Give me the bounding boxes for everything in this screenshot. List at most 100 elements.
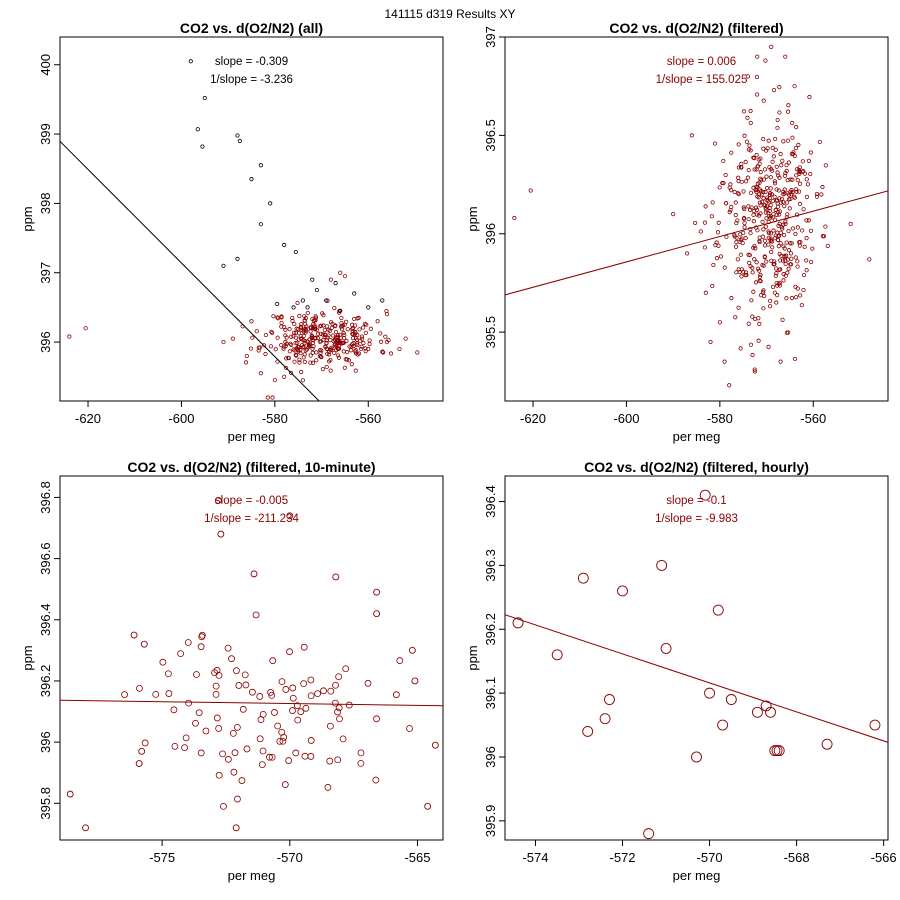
data-point bbox=[736, 175, 741, 180]
x-axis-label: per meg bbox=[228, 429, 276, 444]
data-point bbox=[745, 115, 750, 120]
data-point bbox=[215, 671, 223, 679]
chart-panel-4: CO2 vs. d(O2/N2) (filtered, hourly) -574 -… bbox=[465, 459, 897, 883]
data-point bbox=[604, 694, 615, 705]
data-point bbox=[767, 165, 772, 170]
data-point bbox=[268, 753, 276, 761]
data-point bbox=[755, 228, 760, 233]
data-point bbox=[335, 704, 343, 712]
data-point bbox=[643, 828, 655, 840]
data-point bbox=[762, 203, 768, 208]
data-point bbox=[698, 229, 703, 234]
data-point bbox=[745, 74, 750, 79]
data-point bbox=[817, 139, 822, 145]
data-point bbox=[312, 317, 317, 322]
data-point bbox=[768, 175, 773, 180]
data-point bbox=[67, 334, 72, 339]
data-point bbox=[275, 301, 280, 307]
data-point bbox=[750, 270, 755, 275]
data-point bbox=[334, 336, 339, 341]
plot-frame bbox=[59, 36, 444, 402]
data-point bbox=[722, 265, 727, 270]
data-point bbox=[819, 192, 824, 197]
data-point bbox=[800, 159, 805, 164]
data-point bbox=[761, 288, 766, 293]
data-point bbox=[300, 643, 308, 651]
y-tick-label: 397 bbox=[38, 262, 53, 284]
data-point bbox=[159, 658, 167, 666]
data-point bbox=[380, 349, 385, 354]
data-point bbox=[298, 324, 304, 329]
data-point bbox=[310, 338, 316, 343]
data-point bbox=[704, 687, 716, 699]
data-point bbox=[342, 665, 350, 673]
data-point bbox=[777, 85, 782, 90]
data-point bbox=[300, 345, 306, 350]
data-point bbox=[715, 230, 721, 235]
data-point bbox=[714, 256, 719, 261]
data-point bbox=[232, 824, 240, 832]
data-point bbox=[754, 207, 760, 212]
data-point bbox=[792, 356, 798, 362]
data-point bbox=[301, 752, 309, 760]
data-point bbox=[342, 365, 347, 370]
data-point bbox=[743, 179, 749, 184]
data-point bbox=[403, 336, 408, 341]
data-point bbox=[796, 142, 801, 147]
data-point bbox=[512, 617, 524, 629]
data-point bbox=[820, 184, 825, 190]
data-point bbox=[773, 273, 778, 278]
data-point bbox=[777, 280, 782, 285]
data-point bbox=[326, 359, 332, 364]
data-point bbox=[795, 264, 800, 269]
data-point bbox=[324, 298, 329, 303]
data-point bbox=[736, 165, 741, 170]
data-point bbox=[709, 214, 715, 219]
data-point bbox=[790, 190, 795, 195]
data-point bbox=[307, 737, 315, 744]
data-point bbox=[792, 194, 797, 199]
data-point bbox=[286, 648, 293, 656]
data-point bbox=[820, 234, 825, 239]
data-point bbox=[716, 220, 721, 225]
data-point bbox=[318, 347, 323, 353]
data-point bbox=[177, 650, 185, 658]
data-point bbox=[786, 160, 792, 165]
data-point bbox=[300, 298, 305, 303]
data-point bbox=[712, 141, 718, 146]
data-point bbox=[314, 358, 319, 363]
data-point bbox=[283, 365, 289, 371]
data-point bbox=[762, 255, 767, 260]
x-axis-label: per meg bbox=[673, 868, 721, 883]
data-point bbox=[789, 295, 795, 301]
data-point bbox=[795, 259, 800, 264]
data-point bbox=[761, 290, 766, 295]
x-tick-label: -620 bbox=[520, 411, 546, 426]
data-point bbox=[326, 352, 332, 357]
data-point bbox=[757, 180, 762, 185]
data-point bbox=[777, 175, 782, 180]
data-point bbox=[751, 212, 756, 218]
data-point bbox=[271, 709, 278, 716]
x-tick-label: -620 bbox=[75, 411, 101, 426]
data-point bbox=[784, 215, 789, 220]
data-point bbox=[353, 348, 358, 353]
data-point bbox=[762, 167, 768, 172]
data-point bbox=[733, 244, 739, 249]
data-point bbox=[762, 238, 768, 243]
data-point bbox=[332, 350, 337, 356]
data-point bbox=[746, 167, 751, 173]
data-point bbox=[336, 355, 342, 360]
data-point bbox=[242, 681, 250, 689]
x-tick-label: -580 bbox=[262, 411, 288, 426]
data-point bbox=[359, 336, 365, 341]
data-point bbox=[718, 254, 724, 259]
x-tick-label: -568 bbox=[784, 850, 810, 865]
data-point bbox=[250, 335, 255, 340]
data-point bbox=[338, 335, 343, 340]
data-point bbox=[292, 749, 300, 757]
data-point bbox=[804, 268, 809, 273]
data-point bbox=[741, 216, 746, 221]
figure-suptitle: 141115 d319 Results XY bbox=[385, 7, 516, 21]
data-point bbox=[282, 374, 287, 379]
